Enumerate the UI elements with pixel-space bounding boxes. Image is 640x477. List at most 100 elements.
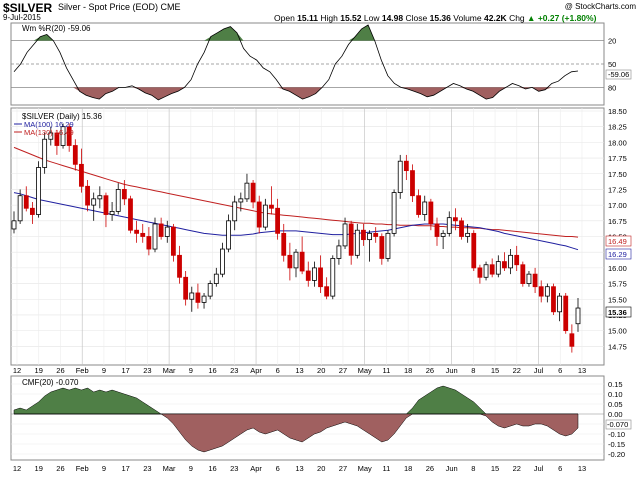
cmf-x-tick-label: 9 (189, 464, 193, 473)
candle-body (311, 267, 317, 281)
candle-body (109, 210, 115, 215)
price-candle (391, 189, 397, 237)
candle-body (183, 276, 189, 300)
low-value: 14.98 (381, 13, 404, 23)
price-candle (459, 217, 464, 240)
ma130-last-value-box (605, 235, 632, 247)
candle-body (177, 254, 182, 278)
candle-body (465, 232, 471, 237)
willr-line-group (13, 24, 579, 101)
cmf-last-value-box (605, 419, 632, 430)
price-candle (526, 271, 532, 287)
price-candle (557, 292, 563, 322)
candle-body (244, 182, 250, 200)
cmf-tick-label: -0.15 (608, 440, 625, 449)
stockcharts-credit[interactable]: @ StockCharts.com (564, 2, 636, 11)
candle-body (232, 201, 238, 222)
cmf-x-tick-label: Feb (76, 464, 89, 473)
price-candle (128, 195, 133, 234)
price-candle (250, 180, 256, 209)
candle-body (538, 286, 544, 297)
candle-body (256, 201, 262, 228)
candle-body (391, 192, 397, 234)
cmf-panel: 0.150.100.050.00-0.05-0.10-0.15-0.20 CMF… (10, 375, 632, 461)
price-candle (269, 186, 274, 215)
price-candle (489, 258, 495, 278)
candle-body (379, 236, 385, 259)
candle-body (446, 217, 452, 234)
price-x-tick-label: 26 (56, 366, 64, 375)
price-candle (403, 154, 409, 181)
cmf-x-tick-label: 6 (558, 464, 562, 473)
cmf-x-tick-label: Jul (534, 464, 544, 473)
close-label: Close (405, 13, 428, 23)
price-candle (226, 214, 231, 253)
candle-body (269, 204, 274, 209)
candle-body (544, 286, 550, 297)
price-last-value-box (605, 306, 632, 318)
candle-body (152, 223, 158, 250)
candle-body (551, 286, 556, 313)
candle-body (85, 185, 90, 206)
price-tick-label: 18.00 (608, 138, 627, 147)
candle-body (348, 223, 354, 256)
candle-body (428, 201, 434, 225)
candle-body (17, 195, 23, 222)
price-x-tick-label: 12 (13, 366, 21, 375)
symbol-title: $SILVER (3, 1, 53, 15)
willr-tick-label: 50 (608, 60, 616, 69)
candle-body (11, 220, 17, 230)
cmf-x-tick-label: 26 (426, 464, 434, 473)
cmf-x-tick-label: 15 (491, 464, 499, 473)
chg-up-arrow-icon: ▲ (527, 13, 536, 23)
candle-body (520, 264, 526, 284)
price-candle (201, 292, 207, 309)
price-x-tick-label: 18 (404, 366, 412, 375)
price-tick-label: 14.75 (608, 342, 627, 351)
candle-body (354, 229, 360, 256)
price-candle (189, 286, 195, 312)
cmf-x-tick-label: 20 (317, 464, 325, 473)
candle-body (385, 232, 391, 259)
quote-summary: Open 15.11 High 15.52 Low 14.98 Close 15… (274, 13, 596, 23)
price-tick-label: 15.50 (608, 295, 627, 304)
willr-tick-label: 80 (608, 83, 616, 92)
price-legend-series: $SILVER (Daily) 15.36 (22, 112, 102, 121)
candle-body (66, 126, 72, 146)
cmf-x-tick-label: 17 (121, 464, 129, 473)
price-candle (477, 264, 483, 284)
cmf-x-tick-label: Mar (163, 464, 176, 473)
price-candle (422, 195, 428, 221)
price-x-tick-label: Jul (534, 366, 544, 375)
candle-body (336, 245, 342, 259)
price-candle (520, 261, 526, 287)
candle-body (318, 267, 323, 288)
price-candle (538, 280, 544, 303)
candle-body (477, 267, 483, 278)
cmf-x-axis-labels: 12 19 26 Feb 9 17 23 Mar 9 16 23 Apr 6 13 20 27 May 11 18 2… (13, 464, 586, 473)
candle-body (140, 232, 146, 237)
price-x-tick-label: 26 (426, 366, 434, 375)
ma130-last-value: 16.49 (608, 237, 627, 246)
price-candle (42, 132, 48, 174)
cmf-x-tick-label: May (358, 464, 372, 473)
willr-axis-ticks: 20 50 80 (608, 37, 616, 93)
high-value: 15.52 (340, 13, 362, 23)
candle-body (238, 198, 244, 203)
price-x-tick-label: May (358, 366, 372, 375)
volume-label: Volume (453, 13, 482, 23)
price-candle (379, 233, 385, 265)
symbol-description: Silver - Spot Price (EOD) CME (58, 2, 181, 12)
candle-body (36, 167, 41, 215)
price-candle (164, 220, 170, 243)
price-candle (115, 183, 121, 215)
cmf-x-tick-label: 9 (102, 464, 106, 473)
willr-tick-label: 20 (608, 37, 616, 46)
price-tick-label: 15.00 (608, 327, 627, 336)
price-candle (440, 230, 446, 250)
candle-body (79, 163, 84, 187)
price-x-tick-label: 27 (339, 366, 347, 375)
cmf-x-tick-label: 22 (513, 464, 521, 473)
